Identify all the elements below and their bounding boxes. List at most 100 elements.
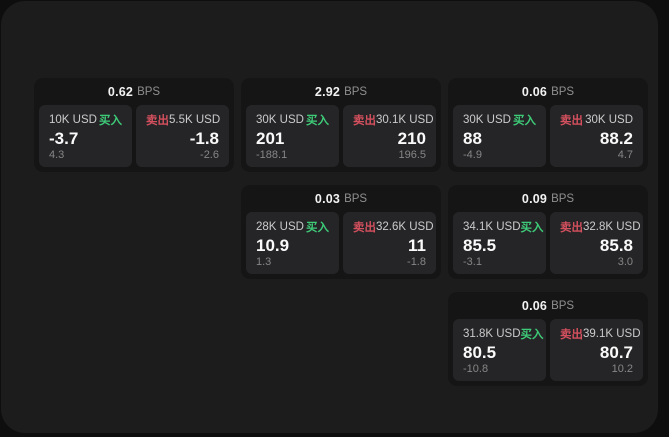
buy-panel-top: 31.8K USD 买入 [463,326,544,342]
sell-amount: 39.1K USD [583,328,641,340]
buy-panel-top: 34.1K USD 买入 [463,219,544,235]
buy-amount: 28K USD [256,221,304,233]
sell-tag: 卖出 [560,222,583,234]
buy-panel-top: 30K USD 买入 [463,112,536,128]
card-body: 10K USD 买入 -3.7 4.3 卖出 5.5K USD -1.8 -2.… [34,105,234,172]
buy-price: 85.5 [463,236,497,255]
buy-panel[interactable]: 34.1K USD 买入 85.5 -3.1 [453,212,546,274]
buy-amount: 30K USD [256,114,304,126]
buy-panel[interactable]: 28K USD 买入 10.9 1.3 [246,212,339,274]
bps-value: 0.62 [107,84,134,99]
buy-panel-top: 28K USD 买入 [256,219,329,235]
bps-value: 0.03 [314,191,341,206]
buy-tag: 买入 [306,115,329,127]
bps-value: 0.06 [521,84,548,99]
buy-panel[interactable]: 30K USD 买入 201 -188.1 [246,105,339,167]
sell-amount: 32.8K USD [583,221,641,233]
buy-delta: 1.3 [256,256,272,268]
buy-delta: -4.9 [463,149,482,161]
quote-card[interactable]: 0.06 BPS 30K USD 买入 88 -4.9 卖出 [448,78,648,172]
bps-unit-label: BPS [551,192,575,205]
sell-panel[interactable]: 卖出 39.1K USD 80.7 10.2 [550,319,643,381]
bps-unit-label: BPS [137,85,161,98]
sell-panel[interactable]: 卖出 32.6K USD 11 -1.8 [343,212,436,274]
sell-delta: 3.0 [617,256,633,268]
sell-amount: 32.6K USD [376,221,434,233]
sell-price: 11 [408,236,426,255]
sell-panel[interactable]: 卖出 30.1K USD 210 196.5 [343,105,436,167]
sell-panel-top: 卖出 39.1K USD [560,326,641,342]
card-body: 31.8K USD 买入 80.5 -10.8 卖出 39.1K USD 80.… [448,319,648,386]
sell-panel-top: 卖出 30K USD [560,112,633,128]
buy-price: 80.5 [463,343,497,362]
card-header: 0.62 BPS [34,78,234,105]
bps-unit-label: BPS [344,85,368,98]
buy-tag: 买入 [306,222,329,234]
buy-panel[interactable]: 30K USD 买入 88 -4.9 [453,105,546,167]
buy-tag: 买入 [513,115,536,127]
sell-tag: 卖出 [146,115,169,127]
sell-delta: -1.8 [407,256,426,268]
buy-panel-top: 10K USD 买入 [49,112,122,128]
card-body: 30K USD 买入 201 -188.1 卖出 30.1K USD 210 1… [241,105,441,172]
card-header: 0.06 BPS [448,78,648,105]
buy-panel[interactable]: 10K USD 买入 -3.7 4.3 [39,105,132,167]
buy-delta: -3.1 [463,256,482,268]
card-body: 30K USD 买入 88 -4.9 卖出 30K USD 88.2 4.7 [448,105,648,172]
sell-tag: 卖出 [560,329,583,341]
bps-unit-label: BPS [551,299,575,312]
buy-tag: 买入 [520,222,544,234]
card-body: 34.1K USD 买入 85.5 -3.1 卖出 32.8K USD 85.8… [448,212,648,279]
sell-tag: 卖出 [353,115,376,127]
card-body: 28K USD 买入 10.9 1.3 卖出 32.6K USD 11 -1.8 [241,212,441,279]
buy-amount: 30K USD [463,114,511,126]
sell-delta: 4.7 [617,149,633,161]
sell-panel[interactable]: 卖出 30K USD 88.2 4.7 [550,105,643,167]
quote-card[interactable]: 0.03 BPS 28K USD 买入 10.9 1.3 卖出 [241,185,441,279]
sell-panel[interactable]: 卖出 32.8K USD 85.8 3.0 [550,212,643,274]
buy-price: 10.9 [256,236,290,255]
buy-price: 201 [256,129,285,148]
quote-grid: 0.62 BPS 10K USD 买入 -3.7 4.3 卖出 [34,78,648,386]
sell-price: 210 [397,129,426,148]
main-panel: 0.62 BPS 10K USD 买入 -3.7 4.3 卖出 [1,1,658,433]
bps-value: 0.06 [521,298,548,313]
buy-amount: 34.1K USD [463,221,521,233]
sell-tag: 卖出 [560,115,583,127]
sell-panel-top: 卖出 32.8K USD [560,219,641,235]
buy-price: 88 [463,129,482,148]
sell-amount: 5.5K USD [169,114,221,126]
buy-price: -3.7 [49,129,79,148]
buy-amount: 31.8K USD [463,328,521,340]
sell-panel[interactable]: 卖出 5.5K USD -1.8 -2.6 [136,105,229,167]
card-header: 0.03 BPS [241,185,441,212]
sell-panel-top: 卖出 30.1K USD [353,112,434,128]
card-header: 0.09 BPS [448,185,648,212]
buy-panel-top: 30K USD 买入 [256,112,329,128]
buy-panel[interactable]: 31.8K USD 买入 80.5 -10.8 [453,319,546,381]
buy-delta: 4.3 [49,149,65,161]
sell-price: 88.2 [599,129,633,148]
bps-value: 2.92 [314,84,341,99]
bps-value: 0.09 [521,191,548,206]
quote-card[interactable]: 0.62 BPS 10K USD 买入 -3.7 4.3 卖出 [34,78,234,172]
buy-tag: 买入 [99,115,122,127]
sell-panel-top: 卖出 32.6K USD [353,219,434,235]
sell-price: 85.8 [599,236,633,255]
sell-amount: 30K USD [585,114,633,126]
buy-amount: 10K USD [49,114,97,126]
buy-delta: -10.8 [463,363,489,375]
quote-card[interactable]: 2.92 BPS 30K USD 买入 201 -188.1 卖出 [241,78,441,172]
buy-tag: 买入 [520,329,544,341]
sell-price: 80.7 [599,343,633,362]
sell-delta: -2.6 [200,149,219,161]
sell-delta: 196.5 [398,149,426,161]
card-header: 2.92 BPS [241,78,441,105]
card-header: 0.06 BPS [448,292,648,319]
sell-delta: 10.2 [611,363,633,375]
buy-delta: -188.1 [256,149,288,161]
sell-tag: 卖出 [353,222,376,234]
quote-card[interactable]: 0.09 BPS 34.1K USD 买入 85.5 -3.1 卖出 [448,185,648,279]
quote-card[interactable]: 0.06 BPS 31.8K USD 买入 80.5 -10.8 卖 [448,292,648,386]
